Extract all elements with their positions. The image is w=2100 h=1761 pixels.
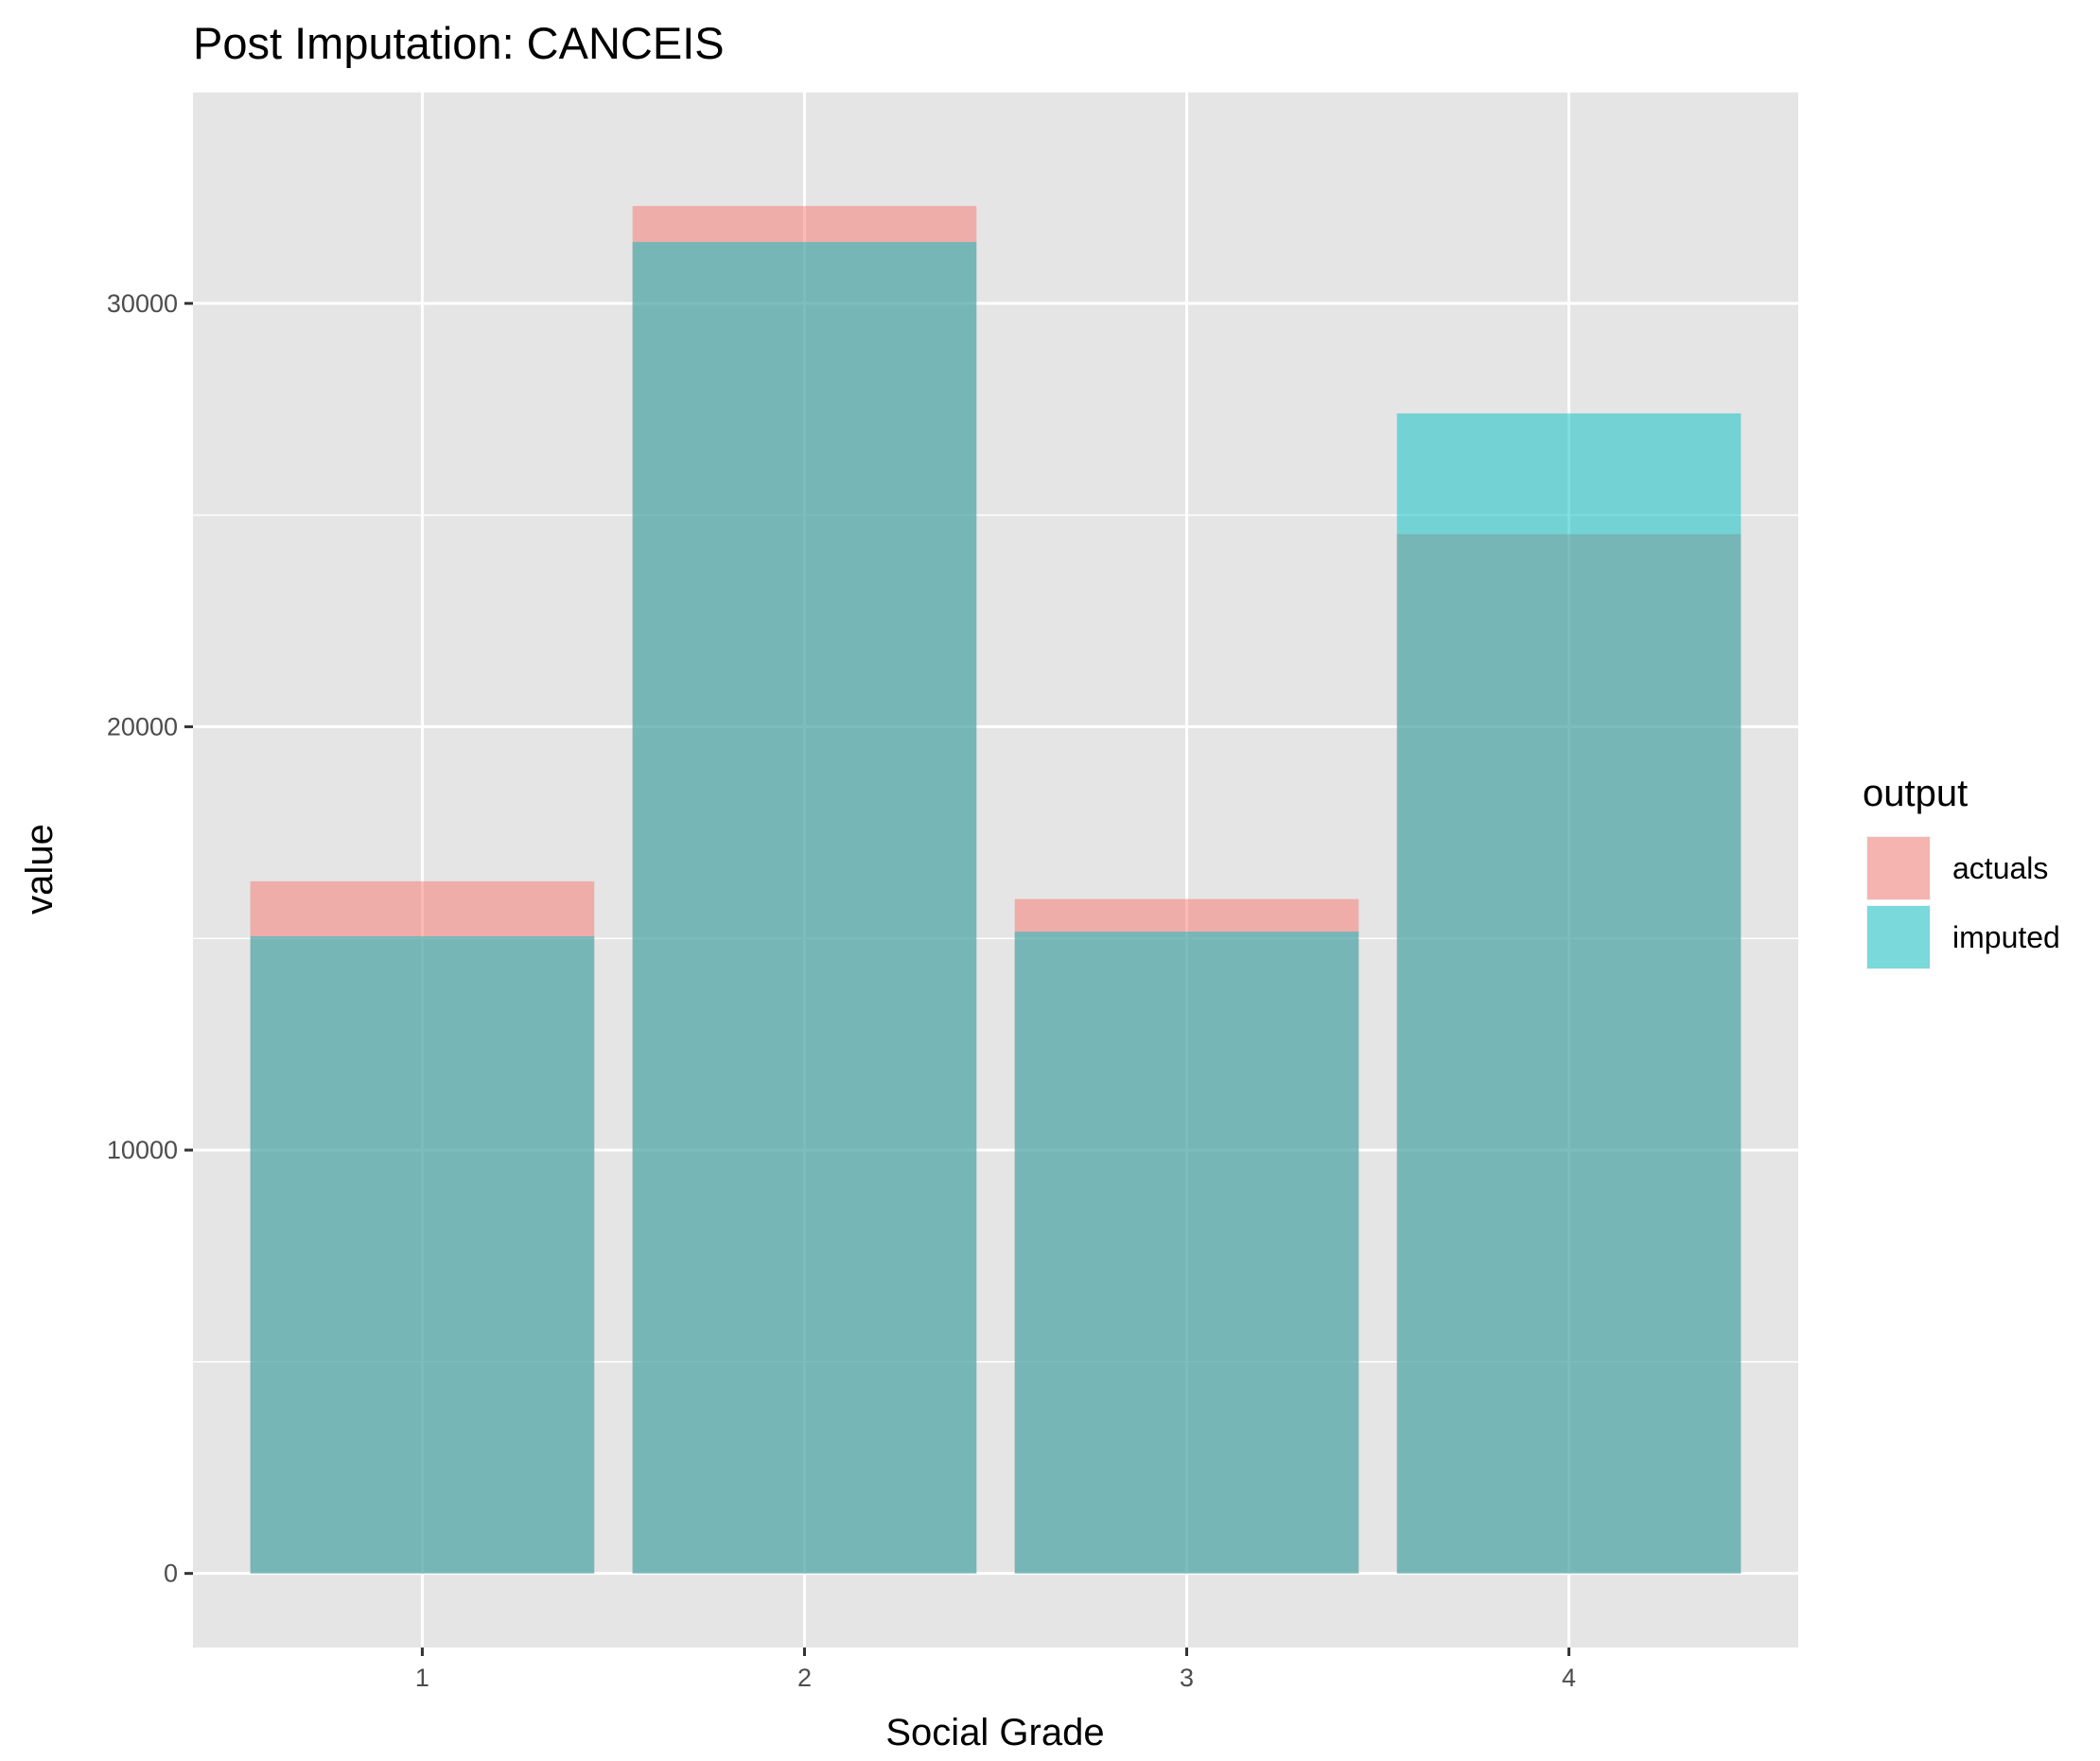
x-tick-label: 3 xyxy=(1180,1664,1194,1692)
x-tick-label: 4 xyxy=(1562,1664,1576,1692)
chart-title: Post Imputation: CANCEIS xyxy=(193,18,725,68)
x-tick-label: 1 xyxy=(415,1664,429,1692)
y-tick-label: 20000 xyxy=(107,712,178,741)
y-tick-label: 30000 xyxy=(107,289,178,318)
x-axis-title: Social Grade xyxy=(885,1712,1104,1753)
legend-label-actuals: actuals xyxy=(1952,851,2048,885)
bar-imputed xyxy=(632,241,977,1574)
legend-title: output xyxy=(1863,773,1968,814)
bar-imputed xyxy=(1396,413,1741,1574)
legend-swatch-imputed xyxy=(1867,906,1930,968)
bar-imputed xyxy=(1014,932,1359,1574)
bars xyxy=(250,205,1741,1574)
y-axis-title: value xyxy=(19,824,61,915)
y-tick-label: 10000 xyxy=(107,1136,178,1164)
y-axis: 0 10000 20000 30000 xyxy=(107,289,193,1588)
y-tick-label: 0 xyxy=(164,1560,178,1588)
legend-swatch-actuals xyxy=(1867,837,1930,899)
x-tick-label: 2 xyxy=(797,1664,812,1692)
legend-label-imputed: imputed xyxy=(1952,920,2060,954)
x-axis: 1 2 3 4 xyxy=(415,1648,1576,1692)
bar-imputed xyxy=(250,936,595,1574)
legend: output actuals imputed xyxy=(1863,773,2060,969)
